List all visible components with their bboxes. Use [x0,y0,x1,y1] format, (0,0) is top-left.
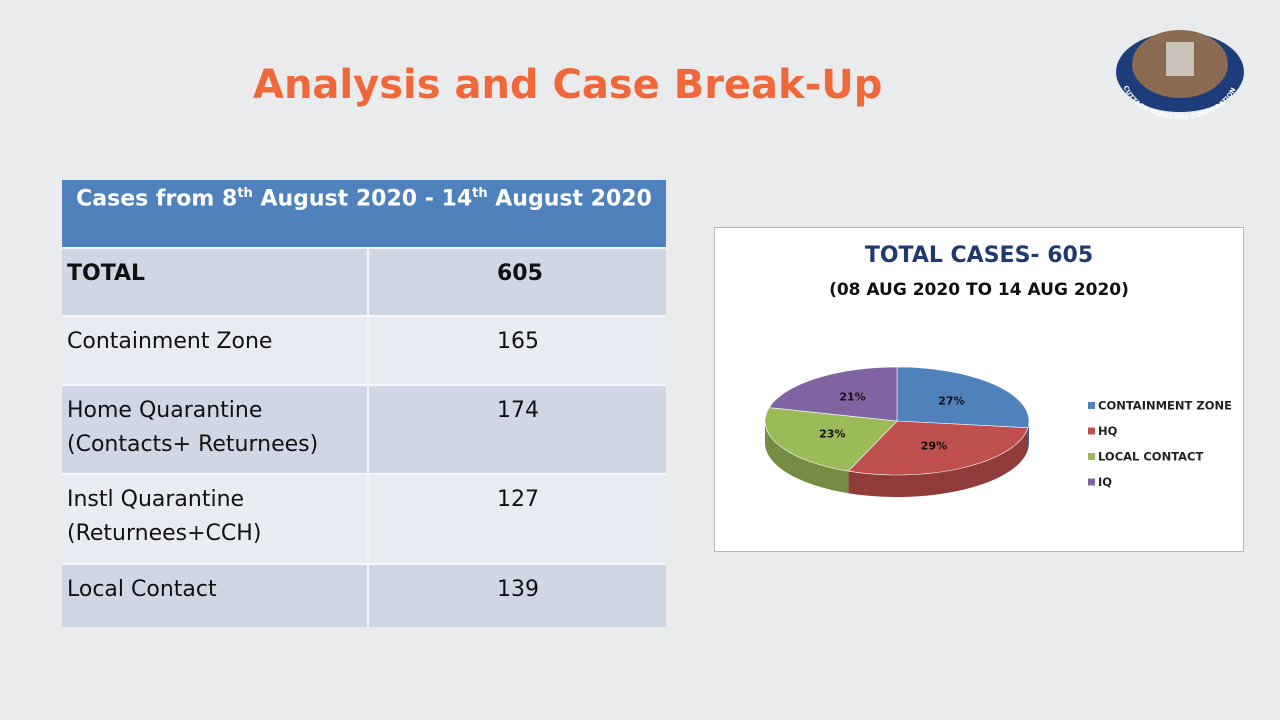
legend-label: CONTAINMENT ZONE [1098,399,1232,413]
data-label: 27% [938,394,964,407]
chart: TOTAL CASES- 605 (08 AUG 2020 TO 14 AUG … [764,243,1232,497]
chart-title: TOTAL CASES- 605 [865,243,1093,268]
row-value: 139 [497,577,539,602]
row-value: 605 [497,261,543,286]
data-label: 21% [839,391,865,404]
header-text: August 2020 - 14 [252,186,473,212]
row-label: Containment Zone [62,317,369,384]
row-value: 127 [497,487,539,512]
header-text: Cases from 8 [76,186,238,212]
slide-title: Analysis and Case Break-Up [253,62,883,108]
logo: CUTTACK MUNICIPAL CORPORATION [1116,30,1244,121]
row-label: TOTAL [62,249,369,315]
label-line: Instl Quarantine [67,487,245,512]
table-row: Instl Quarantine (Returnees+CCH) 127 [62,473,666,563]
table-body: TOTAL 605 Containment Zone 165 Home Quaranti… [62,247,666,627]
chart-subtitle: (08 AUG 2020 TO 14 AUG 2020) [829,280,1129,300]
legend-swatch [1088,402,1095,409]
legend-swatch [1088,453,1095,460]
case-table: Cases from 8th August 2020 - 14th August… [62,180,666,627]
header-sup: th [237,186,253,201]
label-line: Home Quarantine [67,398,263,423]
logo-gate [1166,42,1194,76]
data-label: 29% [921,440,947,453]
header-text: August 2020 [487,186,652,212]
legend-swatch [1088,427,1095,435]
header-sup: th [472,186,488,201]
slice [768,366,898,422]
legend-label: LOCAL CONTACT [1098,450,1203,464]
label-line: Containment Zone [67,329,273,354]
table-header: Cases from 8th August 2020 - 14th August… [62,180,666,247]
slice-side [848,427,1028,497]
legend-label: IQ [1098,475,1112,489]
table-row: Local Contact 139 [62,563,666,627]
label-line: (Contacts+ Returnees) [67,432,319,457]
row-label: Local Contact [62,565,369,627]
legend-label: HQ [1098,424,1118,438]
table-row: TOTAL 605 [62,247,666,315]
label-line: (Returnees+CCH) [67,521,262,546]
row-value: 174 [497,398,539,423]
data-label: 23% [819,427,845,440]
chart-box: TOTAL CASES- 605 (08 AUG 2020 TO 14 AUG … [714,227,1244,552]
row-label: Home Quarantine (Contacts+ Returnees) [62,386,369,473]
slice-side [1027,421,1029,450]
slice [764,407,898,472]
row-label: Instl Quarantine (Returnees+CCH) [62,475,369,563]
legend-swatch [1088,478,1095,486]
label-line: Local Contact [67,577,217,602]
table-row: Home Quarantine (Contacts+ Returnees) 174 [62,384,666,473]
table-row: Containment Zone 165 [62,315,666,384]
label-line: TOTAL [67,261,146,286]
slice-side [765,421,849,494]
row-value: 165 [497,329,539,354]
slice [847,420,1029,476]
slice [896,366,1030,429]
